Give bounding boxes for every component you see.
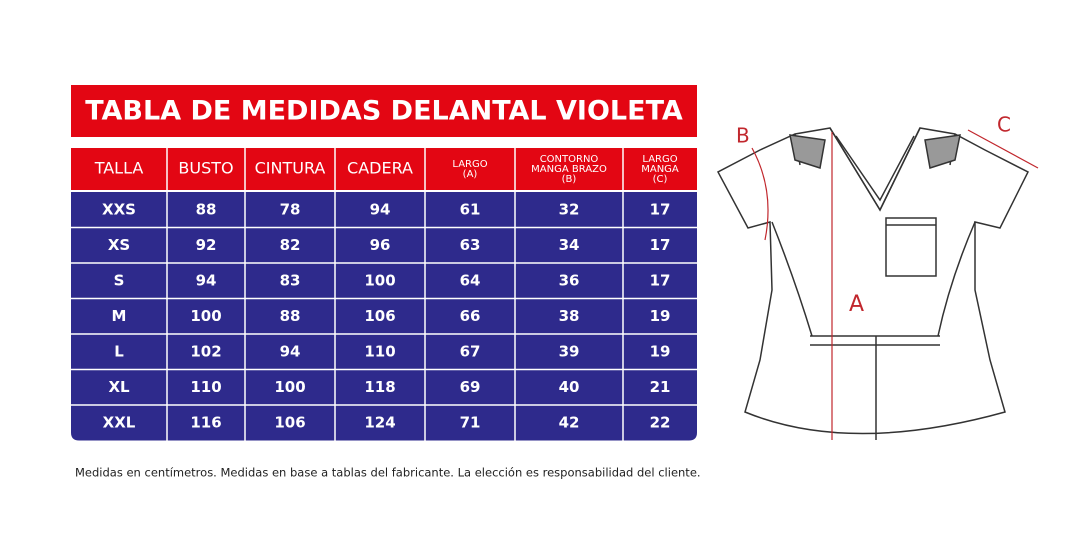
cell: 21 (650, 378, 671, 396)
column-header: CADERA (347, 159, 413, 178)
cell: 71 (460, 413, 481, 431)
cell: 38 (559, 307, 580, 325)
cell: 17 (650, 200, 671, 218)
size-label: S (114, 271, 125, 289)
column-header: MANGA (641, 164, 679, 175)
cell: 94 (370, 200, 391, 218)
cell: 64 (460, 271, 481, 289)
title-banner (71, 85, 697, 137)
cell: 106 (364, 307, 395, 325)
cell: 94 (196, 271, 217, 289)
cell: 17 (650, 271, 671, 289)
title: TABLA DE MEDIDAS DELANTAL VIOLETA (85, 96, 683, 127)
cell: 88 (196, 200, 217, 218)
cell: 83 (280, 271, 301, 289)
table-body (71, 192, 697, 441)
cell: 69 (460, 378, 481, 396)
cell: 19 (650, 342, 671, 360)
cell: 17 (650, 236, 671, 254)
cell: 66 (460, 307, 481, 325)
column-header: CINTURA (255, 159, 326, 178)
cell: 39 (559, 342, 580, 360)
cell: 61 (460, 200, 481, 218)
column-header: BUSTO (178, 159, 233, 178)
column-header: MANGA BRAZO (531, 164, 607, 175)
cell: 110 (190, 378, 221, 396)
column-header: (C) (653, 174, 668, 185)
cell: 100 (190, 307, 221, 325)
cell: 19 (650, 307, 671, 325)
cell: 92 (196, 236, 217, 254)
column-header: (A) (463, 169, 478, 180)
size-table: TALLA BUSTO CINTURA CADERA LARGO(A)CONTORNOM… (71, 148, 697, 441)
cell: 102 (190, 342, 221, 360)
size-label: XL (108, 378, 130, 396)
header-row (71, 148, 697, 190)
cell: 100 (274, 378, 305, 396)
footnote: Medidas en centímetros. Medidas en base … (75, 466, 701, 480)
cell: 124 (364, 413, 395, 431)
column-header: TALLA (94, 159, 144, 178)
cell: 67 (460, 342, 481, 360)
size-label: XXS (102, 200, 136, 218)
garment-diagram (716, 127, 1039, 440)
column-header: CONTORNO (540, 154, 599, 165)
diagram-label: A (849, 292, 864, 317)
cell: 34 (559, 236, 580, 254)
column-header: LARGO (452, 159, 487, 170)
cell: 96 (370, 236, 391, 254)
cell: 42 (559, 413, 580, 431)
cell: 116 (190, 413, 221, 431)
cell: 118 (364, 378, 395, 396)
cell: 82 (280, 236, 301, 254)
cell: 100 (364, 271, 395, 289)
column-header: (B) (562, 174, 577, 185)
cell: 110 (364, 342, 395, 360)
cell: 88 (280, 307, 301, 325)
cell: 40 (559, 378, 580, 396)
cell: 22 (650, 413, 671, 431)
diagram-label: B (736, 124, 750, 148)
cell: 63 (460, 236, 481, 254)
column-header: LARGO (642, 154, 677, 165)
size-label: M (112, 307, 127, 325)
diagram-label: C (997, 113, 1011, 137)
cell: 106 (274, 413, 305, 431)
cell: 36 (559, 271, 580, 289)
cell: 94 (280, 342, 301, 360)
size-label: XXL (103, 413, 136, 431)
size-label: L (114, 342, 124, 360)
cell: 78 (280, 200, 301, 218)
cell: 32 (559, 200, 580, 218)
size-label: XS (108, 236, 130, 254)
